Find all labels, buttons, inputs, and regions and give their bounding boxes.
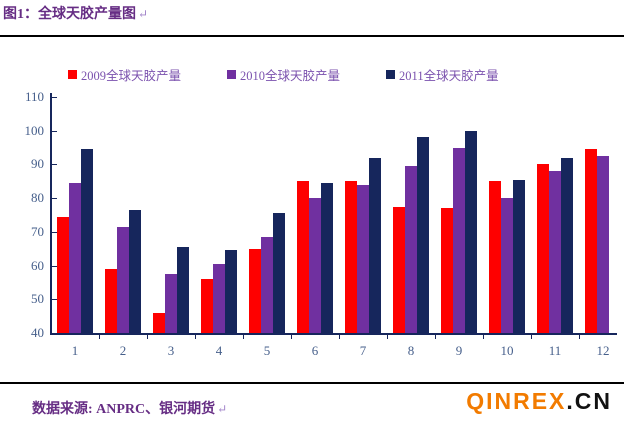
bar-2011-month-1 <box>81 149 93 333</box>
legend-item: 2009全球天胶产量 <box>68 65 181 84</box>
x-tick-label: 1 <box>71 343 79 358</box>
x-tick-label: 2 <box>119 343 127 358</box>
x-tick-label: 10 <box>500 343 514 358</box>
y-axis <box>50 93 52 334</box>
y-tick <box>52 130 57 132</box>
bar-2009-month-9 <box>441 208 453 333</box>
bar-chart-plot-area <box>51 93 617 333</box>
x-tick <box>147 335 148 339</box>
bar-2009-month-11 <box>537 164 549 333</box>
x-tick <box>435 335 436 339</box>
legend-item: 2010全球天胶产量 <box>227 65 340 84</box>
y-tick-label: 70 <box>31 223 44 239</box>
data-source-text: 数据来源: ANPRC、银河期货 <box>32 402 216 417</box>
bar-2011-month-11 <box>561 157 573 333</box>
divider-bottom <box>0 382 624 384</box>
bar-2009-month-12 <box>585 149 597 333</box>
bar-2010-month-12 <box>597 156 609 333</box>
bar-2009-month-3 <box>153 312 165 333</box>
y-tick <box>52 97 57 98</box>
x-tick <box>339 335 340 339</box>
y-tick-label: 50 <box>31 291 44 307</box>
paragraph-mark: ↵ <box>138 7 149 21</box>
bar-2009-month-2 <box>105 268 117 333</box>
bar-2009-month-1 <box>57 216 69 333</box>
y-tick-label: 60 <box>31 257 44 273</box>
logo-main: QINREX <box>466 388 567 414</box>
legend-item: 2011全球天胶产量 <box>386 65 499 84</box>
bar-2011-month-4 <box>225 250 237 333</box>
bar-2009-month-4 <box>201 279 213 333</box>
y-tick-label: 80 <box>31 190 44 206</box>
chart-legend: 2009全球天胶产量 2010全球天胶产量 2011全球天胶产量 <box>68 65 499 84</box>
x-tick-label: 8 <box>407 343 415 358</box>
figure-title-text: 图1：全球天胶产量图 <box>3 7 136 22</box>
bar-2010-month-1 <box>69 182 81 333</box>
bar-2009-month-5 <box>249 248 261 333</box>
bar-2011-month-6 <box>321 182 333 333</box>
x-tick <box>531 335 532 339</box>
bar-2011-month-2 <box>129 209 141 333</box>
y-tick <box>52 198 57 200</box>
bar-2009-month-10 <box>489 181 501 333</box>
x-tick <box>99 335 100 339</box>
x-tick <box>579 335 580 339</box>
bar-2010-month-3 <box>165 274 177 333</box>
bar-2010-month-9 <box>453 147 465 333</box>
divider-top <box>0 35 624 37</box>
x-axis <box>50 333 617 335</box>
bar-2011-month-10 <box>513 179 525 333</box>
x-tick <box>291 335 292 339</box>
x-tick <box>387 335 388 339</box>
x-tick-label: 6 <box>311 343 319 358</box>
bar-2011-month-8 <box>417 137 429 333</box>
x-tick-label: 5 <box>263 343 271 358</box>
logo-suffix: .CN <box>566 388 612 414</box>
bar-2011-month-7 <box>369 157 381 333</box>
bar-2010-month-4 <box>213 263 225 333</box>
x-tick-label: 12 <box>596 343 610 358</box>
x-tick-label: 4 <box>215 343 223 358</box>
bar-2009-month-8 <box>393 206 405 333</box>
y-tick <box>52 265 57 267</box>
bar-2010-month-7 <box>357 184 369 333</box>
bar-2011-month-5 <box>273 213 285 333</box>
y-tick <box>52 333 57 334</box>
y-tick <box>52 231 57 233</box>
qinrex-logo: QINREX.CN <box>466 388 612 415</box>
y-tick-label: 90 <box>31 156 44 172</box>
x-tick <box>243 335 244 339</box>
x-tick-label: 7 <box>359 343 367 358</box>
bar-2011-month-3 <box>177 247 189 333</box>
bar-2009-month-7 <box>345 181 357 333</box>
y-tick <box>52 299 57 301</box>
bar-2011-month-9 <box>465 130 477 333</box>
x-tick-label: 11 <box>548 343 562 358</box>
figure-title: 图1：全球天胶产量图 ↵ <box>3 3 148 23</box>
bar-2010-month-11 <box>549 171 561 333</box>
data-source: 数据来源: ANPRC、银河期货 ↵ <box>32 398 227 418</box>
bar-2010-month-5 <box>261 236 273 333</box>
legend-swatch-icon <box>386 70 396 79</box>
paragraph-mark: ↵ <box>217 402 228 416</box>
x-tick-label: 3 <box>167 343 175 358</box>
legend-label: 2010全球天胶产量 <box>240 69 341 83</box>
bar-2010-month-6 <box>309 198 321 333</box>
bar-2010-month-8 <box>405 166 417 333</box>
y-tick-label: 100 <box>24 122 45 138</box>
x-tick <box>483 335 484 339</box>
x-tick-label: 9 <box>455 343 463 358</box>
x-tick <box>195 335 196 339</box>
legend-label: 2009全球天胶产量 <box>81 69 182 83</box>
y-tick <box>52 164 57 166</box>
legend-swatch-icon <box>227 70 237 79</box>
y-tick-label: 40 <box>31 325 44 340</box>
legend-swatch-icon <box>68 70 77 79</box>
y-tick-label: 110 <box>24 89 44 104</box>
bar-2010-month-10 <box>501 198 513 333</box>
bar-2009-month-6 <box>297 181 309 333</box>
legend-label: 2011全球天胶产量 <box>399 69 499 83</box>
bar-2010-month-2 <box>117 226 129 333</box>
